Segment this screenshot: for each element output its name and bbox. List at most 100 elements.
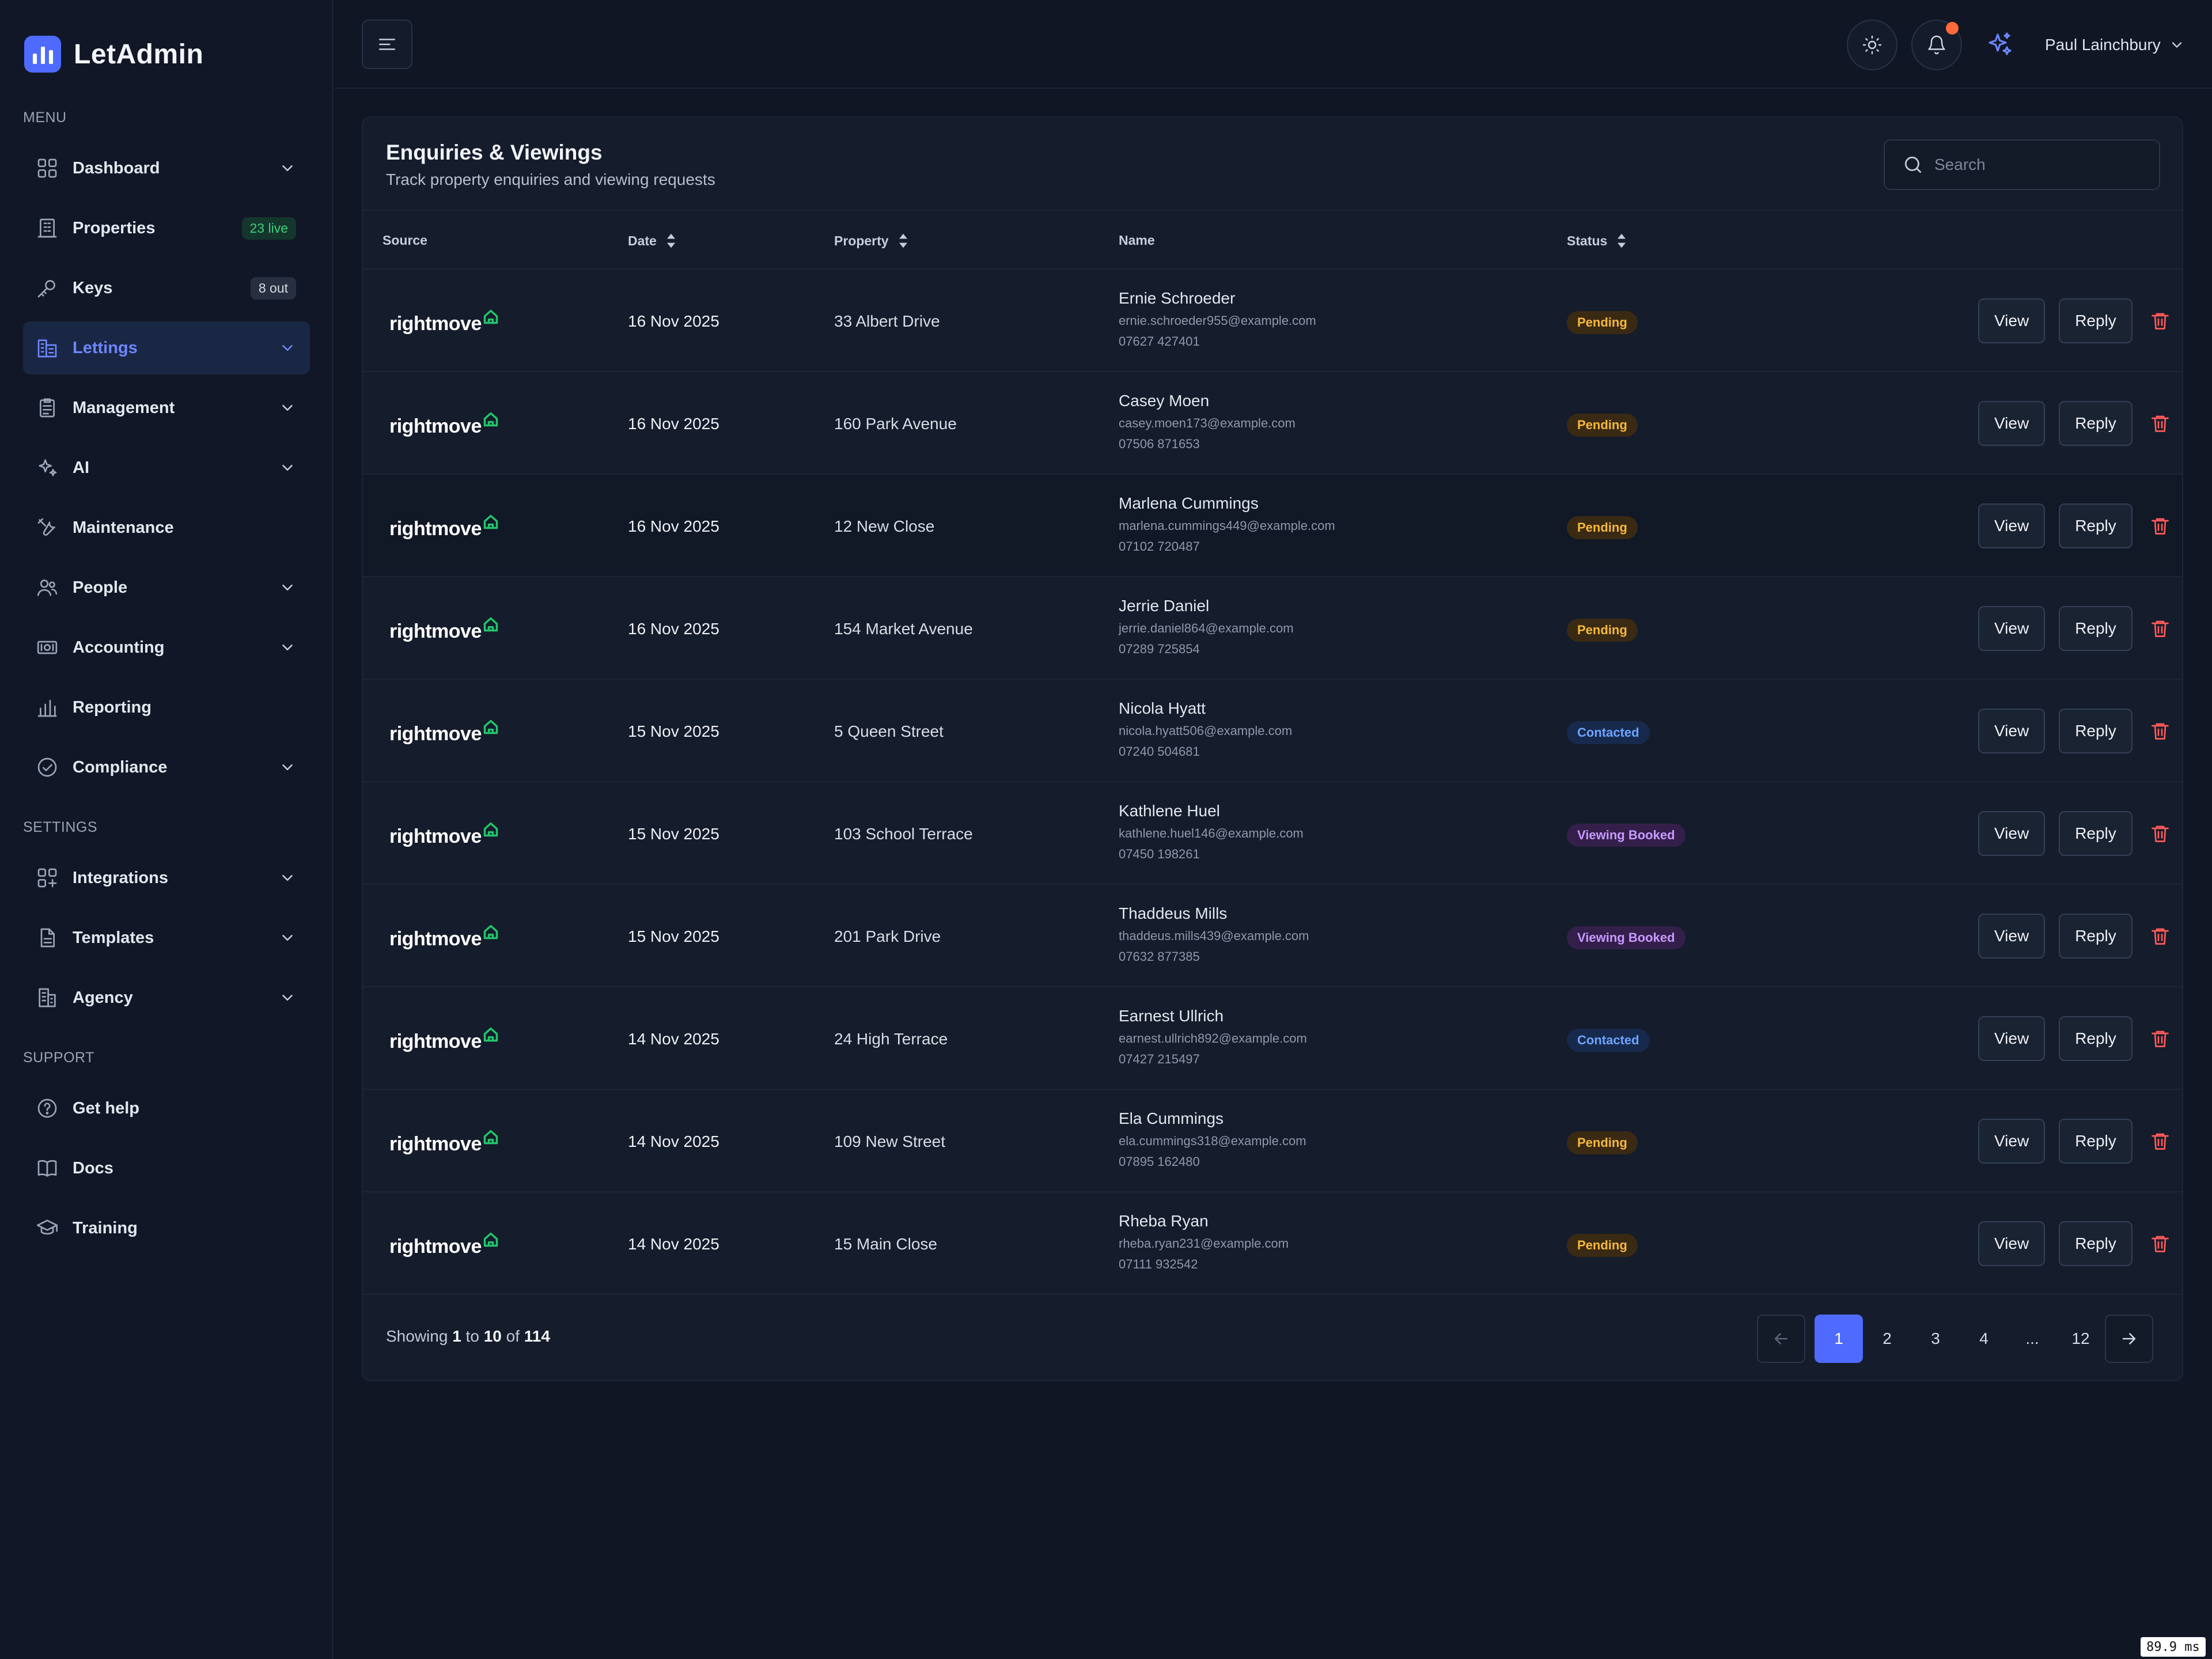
reply-button[interactable]: Reply [2059,606,2133,651]
delete-trash-icon[interactable] [2150,823,2171,844]
delete-trash-icon[interactable] [2150,618,2171,639]
view-button[interactable]: View [1978,298,2045,343]
table-row[interactable]: rightmove 14 Nov 2025 15 Main Close Rheb… [363,1192,2182,1295]
column-header-property[interactable]: Property [834,233,910,249]
view-button[interactable]: View [1978,1221,2045,1266]
delete-trash-icon[interactable] [2150,310,2171,331]
delete-trash-icon[interactable] [2150,1233,2171,1254]
user-menu[interactable]: Paul Lainchbury [2045,31,2185,59]
page-title: Enquiries & Viewings [386,141,603,165]
reply-button[interactable]: Reply [2059,1016,2133,1061]
check-circle-icon [36,756,59,779]
view-button[interactable]: View [1978,1119,2045,1164]
view-button[interactable]: View [1978,606,2045,651]
next-page-button[interactable] [2105,1315,2153,1363]
table-row[interactable]: rightmove 15 Nov 2025 103 School Terrace… [363,782,2182,885]
count-badge: 23 live [242,217,296,240]
logo-icon [24,36,61,73]
reply-button[interactable]: Reply [2059,503,2133,548]
sidebar-item-properties[interactable]: Properties 23 live [23,202,310,255]
reply-button[interactable]: Reply [2059,401,2133,446]
table-row[interactable]: rightmove 16 Nov 2025 154 Market Avenue … [363,577,2182,680]
sidebar-item-dashboard[interactable]: Dashboard [23,142,310,195]
source-logo: rightmove [389,1027,499,1053]
page-button-2[interactable]: 2 [1863,1315,1911,1363]
table-row[interactable]: rightmove 14 Nov 2025 24 High Terrace Ea… [363,987,2182,1090]
view-button[interactable]: View [1978,1016,2045,1061]
view-button[interactable]: View [1978,914,2045,959]
table-row[interactable]: rightmove 14 Nov 2025 109 New Street Ela… [363,1090,2182,1192]
chevron-down-icon [279,399,296,416]
pagination-ellipsis: ... [2008,1315,2056,1363]
sidebar-item-compliance[interactable]: Compliance [23,741,310,794]
sidebar-item-templates[interactable]: Templates [23,911,310,964]
brand[interactable]: LetAdmin [24,36,203,73]
reply-button[interactable]: Reply [2059,1221,2133,1266]
sidebar-item-accounting[interactable]: Accounting [23,621,310,674]
page-button-4[interactable]: 4 [1960,1315,2008,1363]
page-button-1[interactable]: 1 [1815,1315,1863,1363]
contact-email: casey.moen173@example.com [1119,416,1296,431]
delete-trash-icon[interactable] [2150,1131,2171,1152]
sidebar-item-lettings[interactable]: Lettings [23,321,310,374]
sidebar-item-people[interactable]: People [23,561,310,614]
sidebar-item-get-help[interactable]: Get help [23,1082,310,1135]
search-input[interactable] [1934,156,2153,174]
sidebar-item-training[interactable]: Training [23,1202,310,1255]
contact-phone: 07627 427401 [1119,334,1316,349]
notifications-button[interactable] [1911,20,1962,70]
contact-name: Rheba Ryan [1119,1212,1289,1230]
reply-button[interactable]: Reply [2059,811,2133,856]
table-row[interactable]: rightmove 15 Nov 2025 5 Queen Street Nic… [363,680,2182,782]
table-row[interactable]: rightmove 16 Nov 2025 33 Albert Drive Er… [363,270,2182,372]
chevron-down-icon [279,759,296,776]
sidebar-item-label: Training [73,1219,296,1238]
sidebar-item-reporting[interactable]: Reporting [23,681,310,734]
page-button-3[interactable]: 3 [1911,1315,1960,1363]
sidebar-item-integrations[interactable]: Integrations [23,851,310,904]
ai-assistant-button[interactable] [1986,31,2014,59]
page-subtitle: Track property enquiries and viewing req… [386,171,715,189]
topbar: Paul Lainchbury [334,0,2212,89]
delete-trash-icon[interactable] [2150,721,2171,741]
previous-page-button[interactable] [1757,1315,1805,1363]
property-address: 12 New Close [834,517,934,536]
sidebar-item-ai[interactable]: AI [23,441,310,494]
house-icon [483,1232,499,1248]
reply-button[interactable]: Reply [2059,914,2133,959]
contact-name: Nicola Hyatt [1119,699,1292,718]
reply-button[interactable]: Reply [2059,298,2133,343]
sidebar-item-docs[interactable]: Docs [23,1142,310,1195]
view-button[interactable]: View [1978,709,2045,753]
table-row[interactable]: rightmove 16 Nov 2025 160 Park Avenue Ca… [363,372,2182,475]
search-box[interactable] [1884,139,2160,190]
column-header-name: Name [1119,233,1155,248]
delete-trash-icon[interactable] [2150,926,2171,946]
view-button[interactable]: View [1978,503,2045,548]
status-badge: Pending [1567,619,1638,642]
column-header-status[interactable]: Status [1567,233,1628,249]
table-row[interactable]: rightmove 16 Nov 2025 12 New Close Marle… [363,475,2182,577]
contact-details: Ela Cummings ela.cummings318@example.com… [1119,1109,1306,1169]
enquiry-date: 14 Nov 2025 [628,1235,719,1253]
support-section-label: SUPPORT [23,1050,94,1066]
sidebar-item-keys[interactable]: Keys 8 out [23,262,310,315]
sidebar-item-agency[interactable]: Agency [23,971,310,1024]
reply-button[interactable]: Reply [2059,1119,2133,1164]
delete-trash-icon[interactable] [2150,1028,2171,1049]
view-button[interactable]: View [1978,401,2045,446]
sidebar-toggle-button[interactable] [362,20,412,69]
theme-toggle-button[interactable] [1847,20,1897,70]
delete-trash-icon[interactable] [2150,516,2171,536]
page-button-12[interactable]: 12 [2056,1315,2105,1363]
sidebar-item-management[interactable]: Management [23,381,310,434]
contact-email: nicola.hyatt506@example.com [1119,724,1292,738]
sidebar-item-maintenance[interactable]: Maintenance [23,501,310,554]
reply-button[interactable]: Reply [2059,709,2133,753]
contact-name: Ernie Schroeder [1119,289,1316,308]
delete-trash-icon[interactable] [2150,413,2171,434]
table-row[interactable]: rightmove 15 Nov 2025 201 Park Drive Tha… [363,885,2182,987]
view-button[interactable]: View [1978,811,2045,856]
chevron-down-icon [279,579,296,596]
column-header-date[interactable]: Date [628,233,677,249]
